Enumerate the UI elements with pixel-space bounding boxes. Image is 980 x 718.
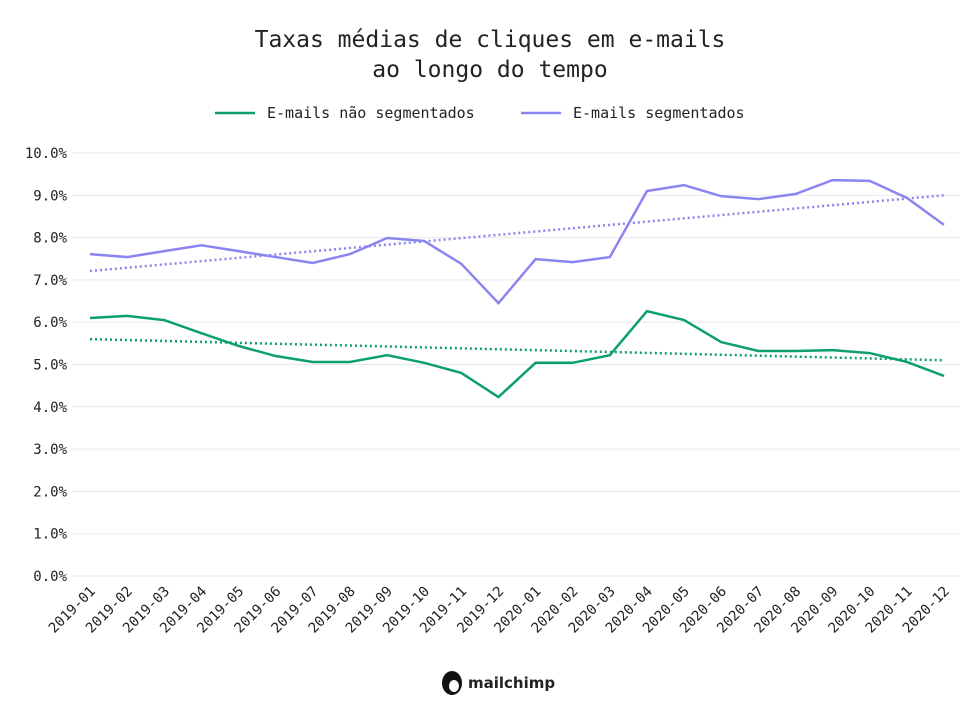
- y-tick-label: 1.0%: [33, 527, 67, 543]
- y-tick-label: 0.0%: [33, 569, 67, 585]
- trend-line-0: [89, 337, 945, 362]
- y-tick-label: 10.0%: [25, 146, 68, 162]
- y-tick-label: 4.0%: [33, 400, 67, 416]
- y-tick-label: 5.0%: [33, 358, 67, 374]
- mailchimp-logo: mailchimp: [440, 670, 555, 696]
- y-tick-label: 7.0%: [33, 273, 67, 289]
- y-tick-label: 9.0%: [33, 188, 67, 204]
- chart-title-line1: Taxas médias de cliques em e-mails: [254, 27, 726, 53]
- logo-text: mailchimp: [468, 674, 556, 692]
- y-tick-label: 3.0%: [33, 442, 67, 458]
- y-tick-label: 6.0%: [33, 315, 67, 331]
- freddie-icon: [442, 671, 462, 695]
- series-line-1: [89, 178, 945, 306]
- chart-title-line2: ao longo do tempo: [372, 57, 608, 83]
- trend-line-1: [89, 194, 945, 273]
- legend-label-1: E-mails segmentados: [573, 104, 745, 122]
- series-line-0: [89, 309, 945, 399]
- legend-label-0: E-mails não segmentados: [267, 104, 475, 122]
- chart-title: Taxas médias de cliques em e-mails ao lo…: [0, 25, 980, 85]
- y-tick-label: 2.0%: [33, 484, 67, 500]
- y-tick-label: 8.0%: [33, 231, 67, 247]
